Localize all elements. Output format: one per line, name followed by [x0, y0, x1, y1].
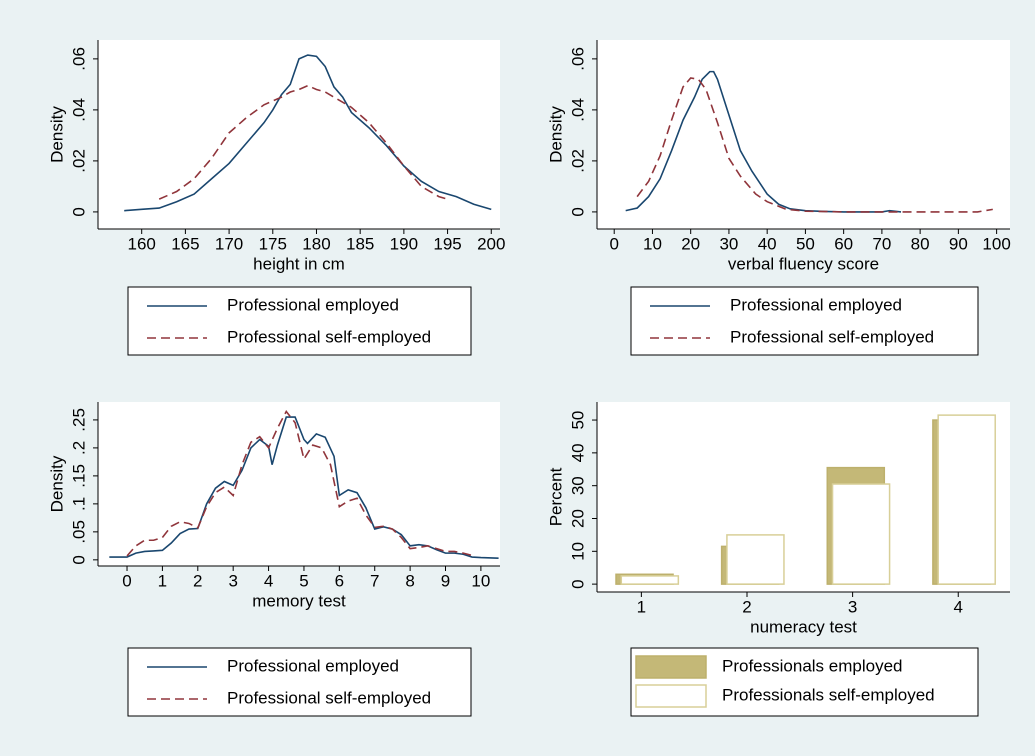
x-tick-label: 8: [405, 571, 414, 590]
y-tick-label: .05: [69, 520, 88, 544]
legend-box: [127, 286, 472, 356]
x-tick-label: 4: [264, 571, 273, 590]
x-tick-label: 90: [949, 234, 968, 253]
legend-label: Professionals employed: [722, 656, 902, 675]
panel: 0 .02 .04 .06 160 165 170 175 180 185 190 195 200 Den…: [47, 40, 505, 356]
x-tick-label: 0: [609, 234, 618, 253]
x-tick-label: 2: [742, 597, 751, 616]
legend-box: [127, 647, 472, 717]
x-tick-label: 50: [796, 234, 815, 253]
x-tick-label: 70: [872, 234, 891, 253]
legend-label: Professional self-employed: [730, 327, 934, 346]
legend-label: Professional employed: [227, 295, 399, 314]
y-tick-label: .04: [69, 98, 88, 122]
x-tick-label: 30: [719, 234, 738, 253]
x-tick-label: 3: [228, 571, 237, 590]
legend-label: Professional self-employed: [227, 688, 431, 707]
x-tick-label: 1: [637, 597, 646, 616]
x-tick-label: 195: [433, 234, 461, 253]
plot-region: [98, 40, 500, 229]
x-tick-label: 4: [954, 597, 963, 616]
y-axis-title: Percent: [546, 467, 565, 526]
x-tick-label: 1: [158, 571, 167, 590]
y-tick-label: 40: [568, 443, 587, 462]
density-line: [124, 54, 492, 212]
density-line: [158, 84, 448, 200]
legend-label: Professional self-employed: [227, 327, 431, 346]
y-tick-label: 20: [568, 509, 587, 528]
y-axis-title: Density: [47, 106, 66, 163]
x-tick-label: 0: [122, 571, 131, 590]
x-tick-label: 190: [390, 234, 418, 253]
density-line: [625, 70, 902, 213]
y-tick-label: .02: [568, 149, 587, 173]
x-tick-label: 6: [335, 571, 344, 590]
y-tick-label: 10: [568, 542, 587, 561]
panel: 0 .05 .1 .15 .2 .25 0 1 2 3 4 5 6 7 8 9 10 Density memory …: [47, 402, 500, 717]
x-tick-label: 175: [259, 234, 287, 253]
panel: 0 10 20 30 40 50 1 2 3 4 Percent numeracy test Profe…: [546, 402, 1010, 717]
x-tick-label: 170: [215, 234, 243, 253]
x-tick-label: 185: [346, 234, 374, 253]
y-tick-label: .1: [69, 497, 88, 511]
x-tick-label: 160: [128, 234, 156, 253]
y-tick-label: 50: [568, 411, 587, 430]
density-line: [636, 77, 993, 213]
legend-label: Professional employed: [227, 656, 399, 675]
x-tick-label: 9: [441, 571, 450, 590]
density-line: [109, 416, 499, 559]
y-tick-label: .02: [69, 149, 88, 173]
plot-region: [597, 40, 1010, 229]
x-tick-label: 165: [171, 234, 199, 253]
y-tick-label: 0: [568, 207, 587, 216]
x-tick-label: 60: [834, 234, 853, 253]
x-tick-label: 10: [471, 571, 490, 590]
legend-box: [630, 286, 979, 356]
x-tick-label: 2: [193, 571, 202, 590]
x-axis-title: verbal fluency score: [728, 254, 879, 273]
x-tick-label: 10: [643, 234, 662, 253]
x-axis-title: height in cm: [253, 254, 345, 273]
density-line: [126, 410, 473, 557]
y-tick-label: 0: [69, 555, 88, 564]
legend-label: Professionals self-employed: [722, 685, 935, 704]
bar: [620, 575, 680, 585]
y-tick-label: .04: [568, 98, 587, 122]
x-tick-label: 40: [758, 234, 777, 253]
x-axis-title: memory test: [252, 591, 346, 610]
x-tick-label: 180: [302, 234, 330, 253]
y-axis-title: Density: [47, 455, 66, 512]
x-tick-label: 5: [299, 571, 308, 590]
y-tick-label: .06: [568, 47, 587, 71]
legend-swatch: [635, 655, 707, 679]
x-tick-label: 3: [848, 597, 857, 616]
legend-swatch: [635, 684, 707, 708]
x-tick-label: 100: [982, 234, 1010, 253]
x-tick-label: 20: [681, 234, 700, 253]
x-axis-title: numeracy test: [750, 617, 857, 636]
legend-label: Professional employed: [730, 295, 902, 314]
y-tick-label: .25: [69, 408, 88, 432]
x-tick-label: 80: [911, 234, 930, 253]
x-tick-label: 200: [477, 234, 505, 253]
x-tick-label: 7: [370, 571, 379, 590]
panel: 0 .02 .04 .06 0 10 20 30 40 50 60 70 80 90 100 Density v…: [546, 40, 1011, 356]
bar: [831, 483, 891, 585]
y-tick-label: .06: [69, 47, 88, 71]
y-tick-label: 0: [568, 579, 587, 588]
bar: [726, 534, 785, 585]
y-tick-label: .15: [69, 464, 88, 488]
bar: [937, 414, 996, 585]
plot-region: [98, 402, 500, 566]
y-tick-label: .2: [69, 441, 88, 455]
y-axis-title: Density: [546, 106, 565, 163]
y-tick-label: 0: [69, 207, 88, 216]
y-tick-label: 30: [568, 476, 587, 495]
